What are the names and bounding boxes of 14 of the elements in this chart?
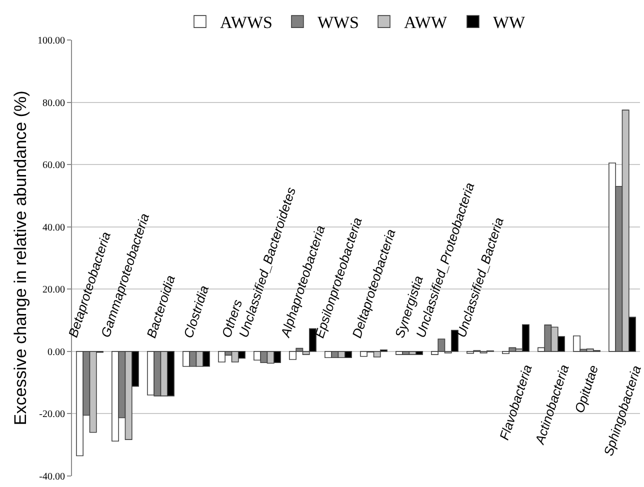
x-tick-label: Opitutae [572, 363, 602, 415]
legend-label: WW [492, 13, 526, 32]
y-tick-label: -20.00 [39, 409, 65, 420]
y-tick-label: 0.00 [48, 346, 65, 358]
y-axis-title: Excessive change in relative abundance (%) [11, 90, 30, 426]
y-tick-label: 20.00 [42, 284, 65, 296]
y-tick-label: -40.00 [39, 472, 65, 482]
y-tick-label: 100.00 [38, 36, 65, 46]
y-tick-label: 40.00 [42, 222, 65, 234]
legend-label: WWS [317, 13, 360, 32]
legend-label: AWW [404, 13, 448, 32]
y-tick-label: 60.00 [42, 160, 65, 172]
y-tick-label: 80.00 [42, 98, 65, 109]
legend-label: AWWS [220, 13, 272, 32]
